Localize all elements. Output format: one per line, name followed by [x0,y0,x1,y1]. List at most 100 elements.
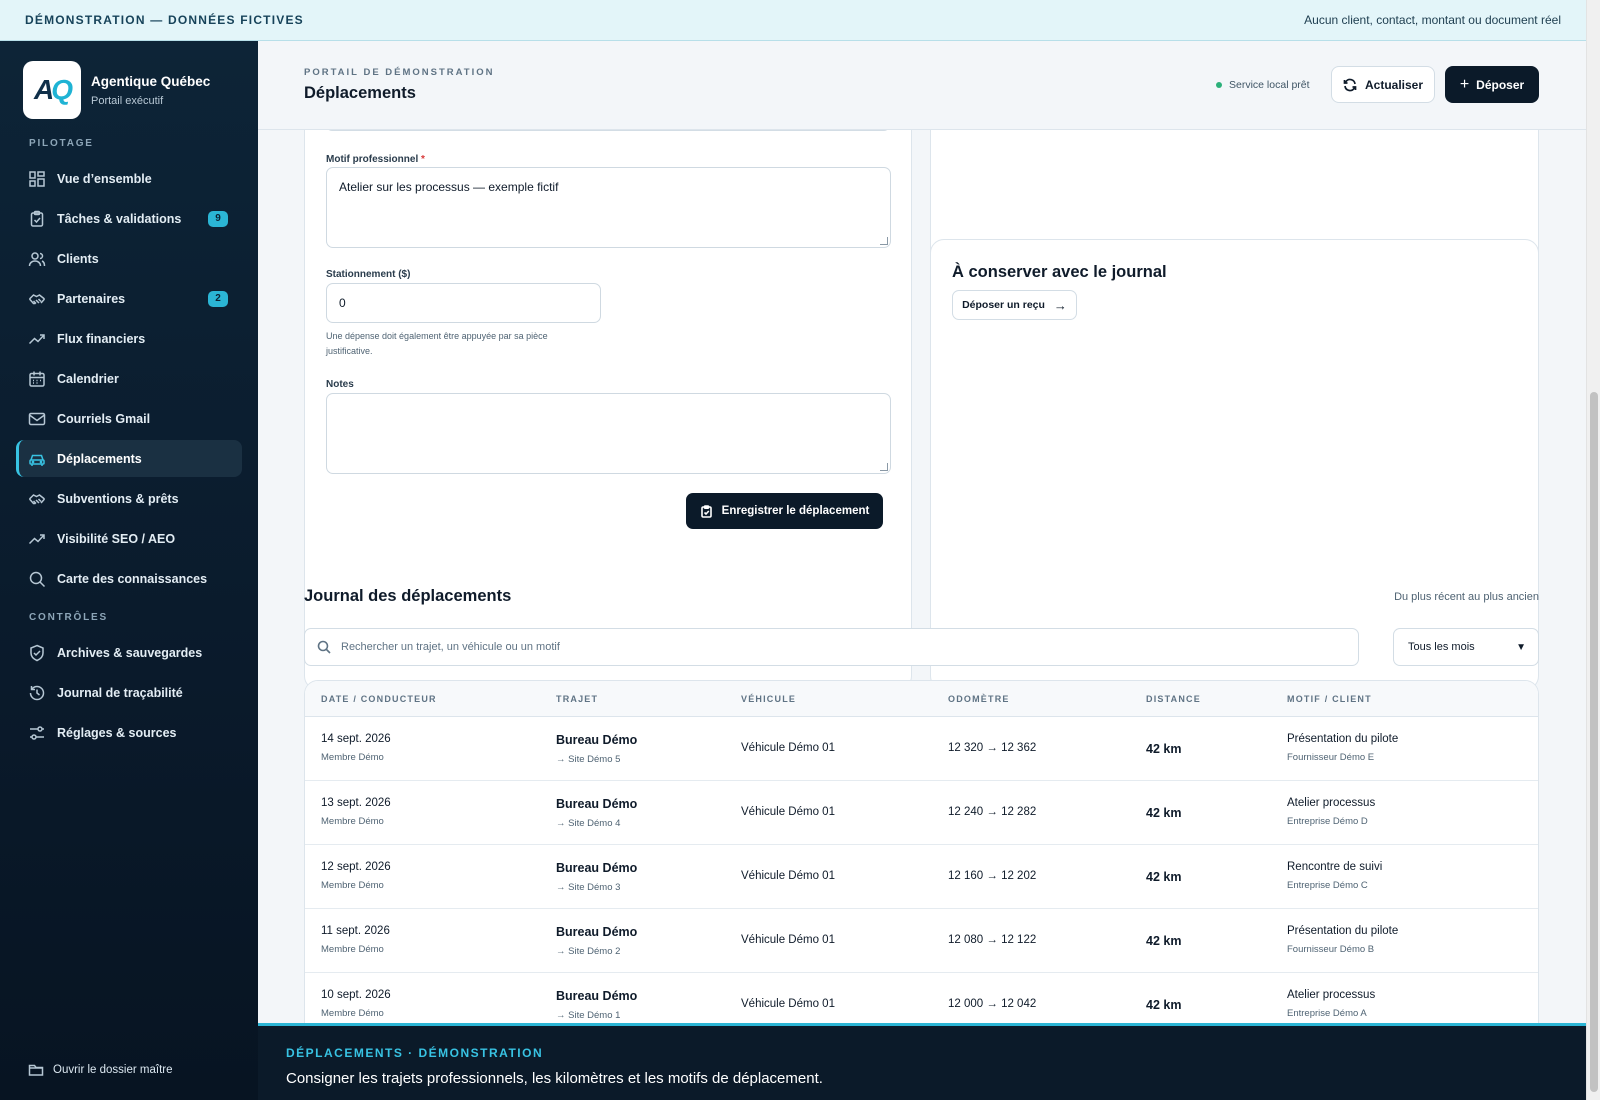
trip-driver: Membre Démo [321,880,384,891]
table-row[interactable]: 11 sept. 2026 Membre Démo Bureau Démo → … [305,909,1538,973]
deposit-receipt-button[interactable]: Déposer un reçu → [952,290,1077,320]
column-header[interactable]: DISTANCE [1146,694,1201,704]
search-icon [28,570,46,588]
sidebar-item-label: Déplacements [57,451,142,466]
trip-client: Fournisseur Démo B [1287,944,1375,955]
sidebar-item-deplacements[interactable]: Déplacements [16,440,242,477]
table-row[interactable]: 13 sept. 2026 Membre Démo Bureau Démo → … [305,781,1538,845]
footer-kicker: DÉPLACEMENTS · DÉMONSTRATION [286,1046,544,1060]
handshake-icon [28,490,46,508]
resize-grip-icon[interactable] [880,237,888,245]
motif-client-cell: Atelier processus Entreprise Démo A [1287,989,1375,1019]
column-header[interactable]: TRAJET [556,694,599,704]
sidebar-item-carte-connaissances[interactable]: Carte des connaissances [16,560,242,597]
sidebar-item-label: Calendrier [57,371,119,386]
trip-date: 13 sept. 2026 [321,797,391,809]
sidebar-item-visibilite-seo[interactable]: Visibilité SEO / AEO [16,520,242,557]
distance-cell: 42 km [1146,742,1182,756]
route-to: → Site Démo 1 [556,1010,621,1021]
mail-icon [28,410,46,428]
journal-search[interactable] [304,628,1359,666]
service-status: Service local prêt [1216,79,1310,91]
month-filter-select[interactable]: Tous les mois ▼ [1393,628,1539,666]
previous-field-input[interactable] [326,130,890,131]
motif-client-cell: Atelier processus Entreprise Démo D [1287,797,1375,827]
sidebar-item-archives[interactable]: Archives & sauvegardes [16,634,242,671]
sidebar-item-partenaires[interactable]: Partenaires 2 [16,280,242,317]
table-header: DATE / CONDUCTEUR TRAJET VÉHICULE ODOMÈT… [305,681,1538,717]
column-header[interactable]: VÉHICULE [741,694,797,704]
sidebar-item-journal-tracabilite[interactable]: Journal de traçabilité [16,674,242,711]
table-row[interactable]: 10 sept. 2026 Membre Démo Bureau Démo → … [305,973,1538,1025]
deposit-button[interactable]: + Déposer [1445,66,1539,103]
count-badge: 9 [208,210,228,227]
trip-date: 10 sept. 2026 [321,989,391,1001]
demo-banner: DÉMONSTRATION — DONNÉES FICTIVES Aucun c… [0,0,1586,41]
sidebar-item-calendrier[interactable]: Calendrier [16,360,242,397]
open-master-folder-link[interactable]: Ouvrir le dossier maître [28,1062,173,1078]
table-row[interactable]: 14 sept. 2026 Membre Démo Bureau Démo → … [305,717,1538,781]
trip-date: 12 sept. 2026 [321,861,391,873]
date-driver-cell: 14 sept. 2026 Membre Démo [321,733,391,763]
date-driver-cell: 13 sept. 2026 Membre Démo [321,797,391,827]
trip-motif: Présentation du pilote [1287,925,1399,937]
sidebar-item-label: Courriels Gmail [57,411,151,426]
sidebar-item-flux-financiers[interactable]: Flux financiers [16,320,242,357]
page-scrollbar[interactable] [1586,0,1600,1100]
column-header[interactable]: ODOMÈTRE [948,694,1010,704]
scrollbar-thumb[interactable] [1590,392,1598,1092]
motif-client-cell: Présentation du pilote Fournisseur Démo … [1287,733,1398,763]
route-to: → Site Démo 3 [556,882,621,893]
trend-up-icon [28,330,46,348]
handshake-icon [28,290,46,308]
route-from: Bureau Démo [556,861,638,875]
sidebar-item-label: Carte des connaissances [57,571,208,586]
history-icon [28,684,46,702]
sidebar-item-label: Journal de traçabilité [57,685,183,700]
month-filter-value: Tous les mois [1408,641,1475,653]
route-cell: Bureau Démo → Site Démo 1 [556,989,637,1021]
journal-search-input[interactable] [341,641,1301,653]
parking-input[interactable]: 0 [326,283,601,323]
clipboard-check-icon [28,210,46,228]
sidebar-item-taches[interactable]: Tâches & validations 9 [16,200,242,237]
column-header[interactable]: DATE / CONDUCTEUR [321,694,437,704]
service-status-label: Service local prêt [1229,79,1310,91]
search-icon [317,640,331,654]
distance-cell: 42 km [1146,934,1182,948]
table-row[interactable]: 12 sept. 2026 Membre Démo Bureau Démo → … [305,845,1538,909]
route-cell: Bureau Démo → Site Démo 2 [556,925,637,957]
trip-driver: Membre Démo [321,816,384,827]
column-header[interactable]: MOTIF / CLIENT [1287,694,1372,704]
sidebar-item-label: Subventions & prêts [57,491,179,506]
trip-motif: Présentation du pilote [1287,733,1399,745]
sidebar-item-vue-ensemble[interactable]: Vue d’ensemble [16,160,242,197]
odometer-cell: 12 320 → 12 362 [948,742,1037,754]
resize-grip-icon[interactable] [880,463,888,471]
sidebar-item-courriels[interactable]: Courriels Gmail [16,400,242,437]
motif-textarea[interactable]: Atelier sur les processus — exemple fict… [326,167,891,248]
route-cell: Bureau Démo → Site Démo 3 [556,861,637,893]
journal-sort-label: Du plus récent au plus ancien [1394,591,1539,603]
trip-client: Fournisseur Démo E [1287,752,1375,763]
trip-motif: Atelier processus [1287,797,1376,809]
sidebar-item-subventions[interactable]: Subventions & prêts [16,480,242,517]
sidebar-item-reglages[interactable]: Réglages & sources [16,714,242,751]
route-from: Bureau Démo [556,797,638,811]
save-trip-button[interactable]: Enregistrer le déplacement [686,493,883,529]
notes-textarea[interactable] [326,393,891,474]
sidebar-item-label: Archives & sauvegardes [57,645,203,660]
page-kicker: PORTAIL DE DÉMONSTRATION [304,67,495,78]
motif-client-cell: Rencontre de suivi Entreprise Démo C [1287,861,1382,891]
sidebar-item-clients[interactable]: Clients [16,240,242,277]
route-to: → Site Démo 2 [556,946,621,957]
trip-date: 14 sept. 2026 [321,733,391,745]
odometer-cell: 12 160 → 12 202 [948,870,1037,882]
route-from: Bureau Démo [556,989,638,1003]
refresh-button[interactable]: Actualiser [1331,66,1435,103]
sidebar-item-label: Partenaires [57,291,126,306]
odometer-cell: 12 080 → 12 122 [948,934,1037,946]
sidebar-item-label: Flux financiers [57,331,146,346]
